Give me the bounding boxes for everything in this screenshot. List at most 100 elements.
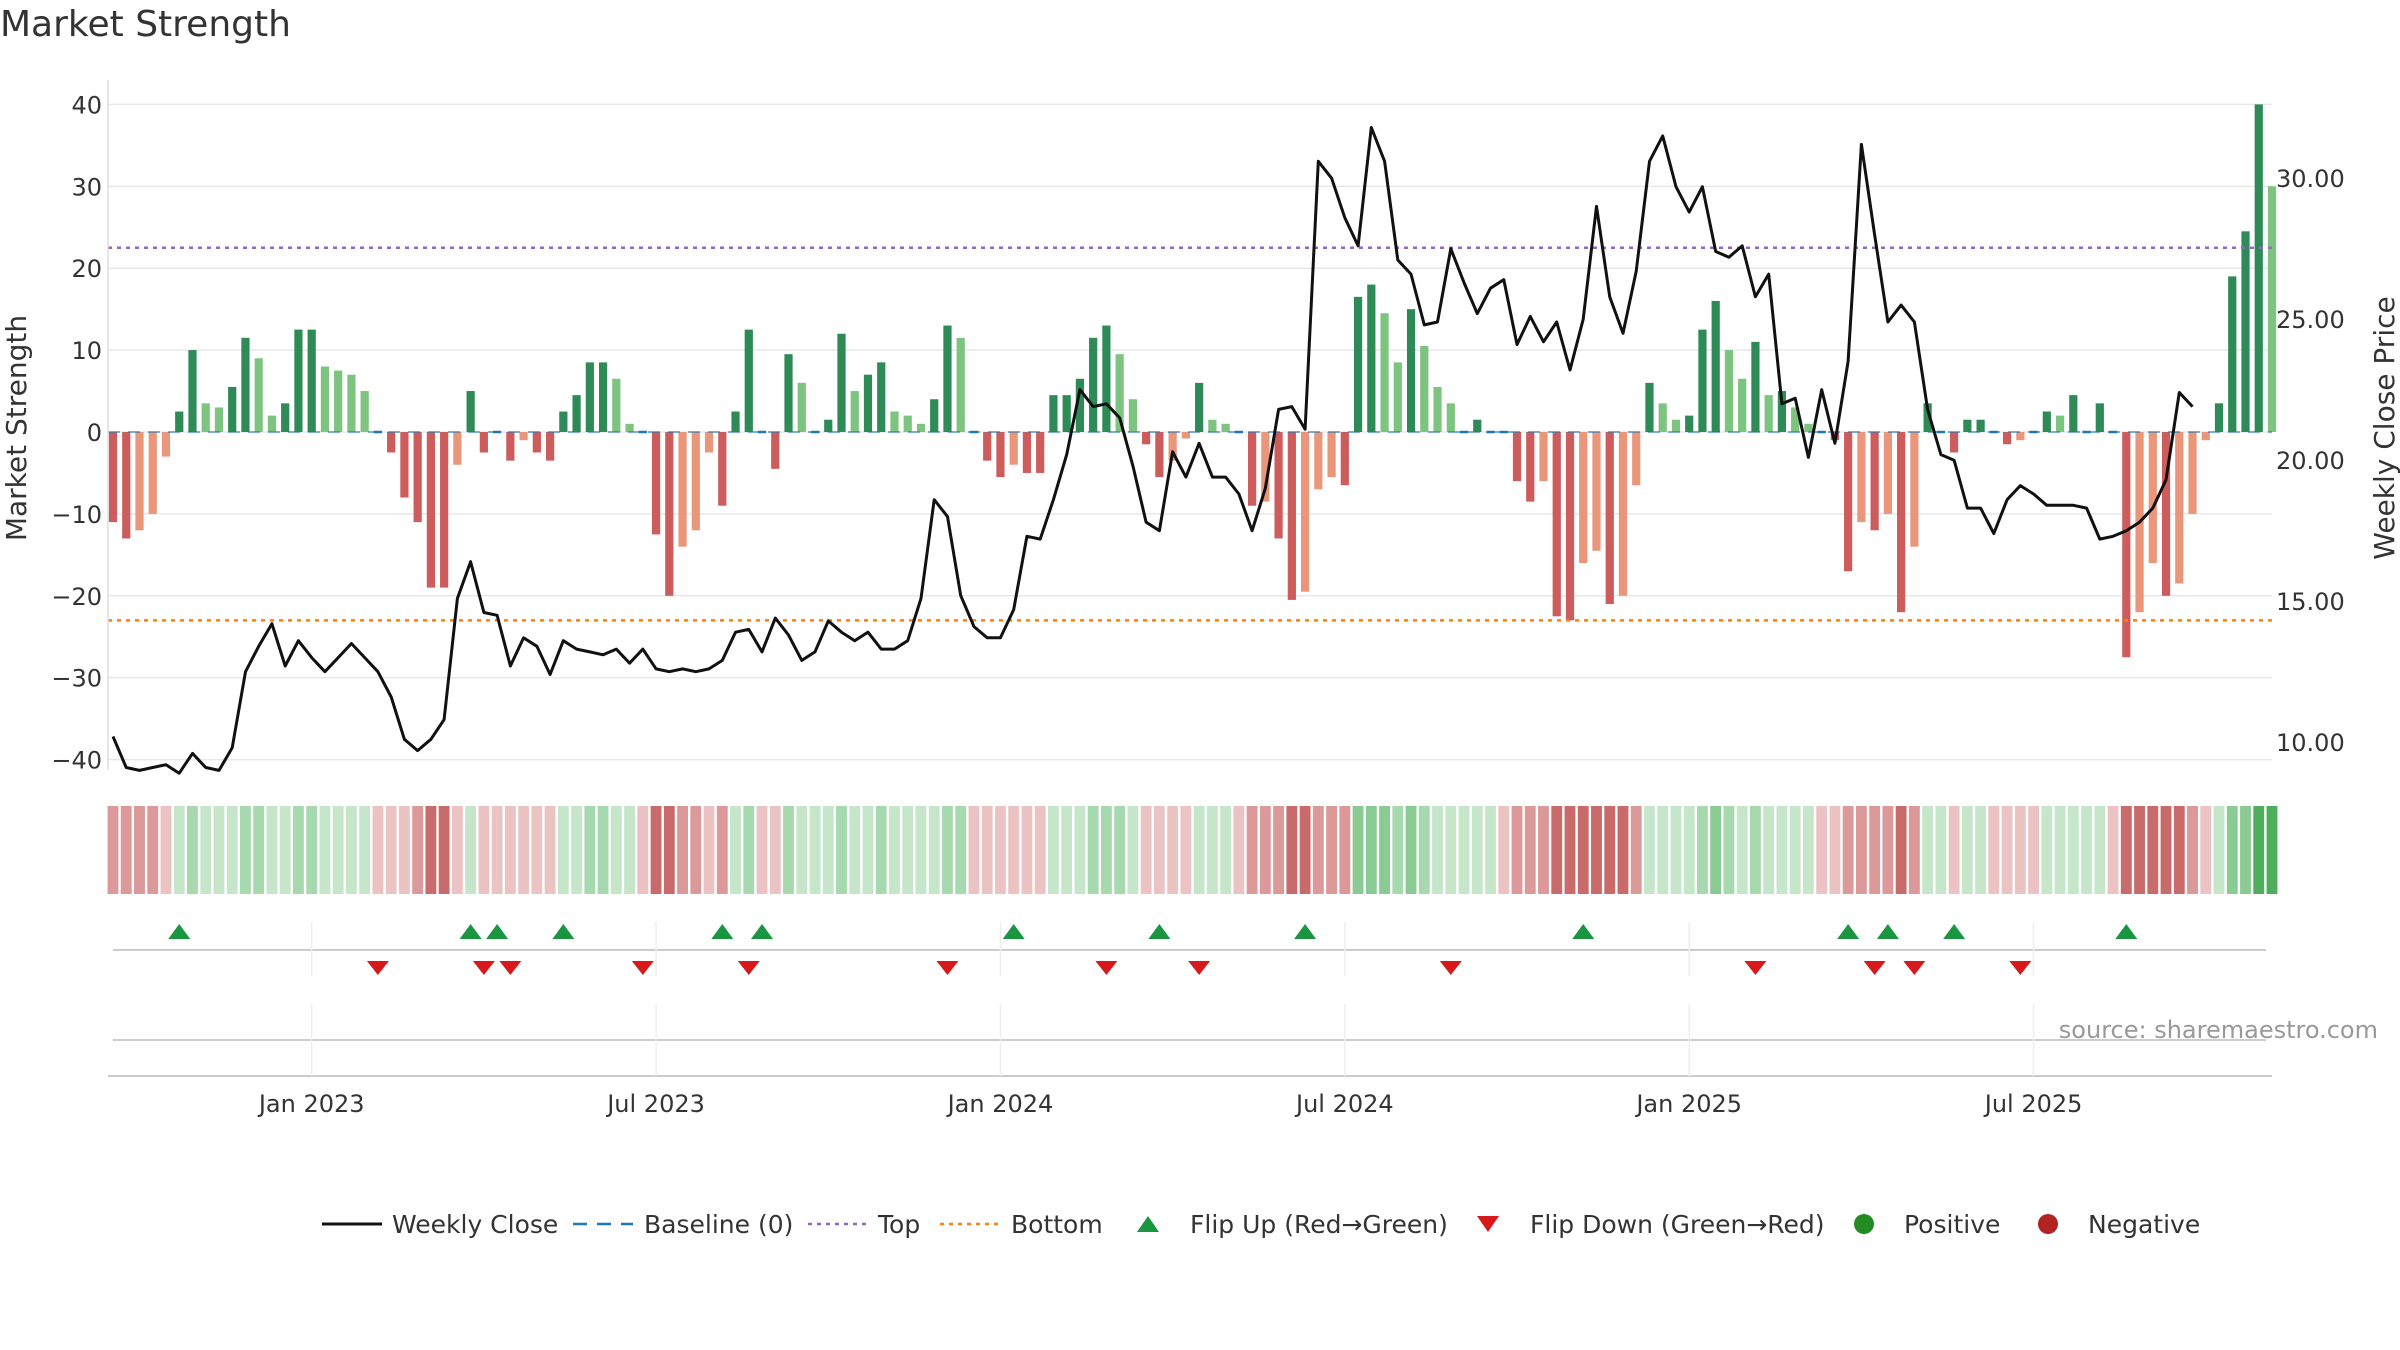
strength-bar xyxy=(320,366,330,432)
strength-bar xyxy=(704,432,714,453)
strength-bar xyxy=(2055,415,2065,432)
strip-cell xyxy=(2001,806,2013,894)
strength-bar xyxy=(625,423,634,432)
strip-cell xyxy=(836,806,847,894)
strip-cell xyxy=(584,806,596,894)
strip-cell xyxy=(2014,806,2026,894)
strength-bar xyxy=(479,432,488,453)
strip-cell xyxy=(1975,806,1987,894)
flip-up-marker xyxy=(711,924,734,939)
strength-bar xyxy=(1592,432,1601,551)
strip-cell xyxy=(1259,806,1271,894)
strip-cell xyxy=(200,806,212,894)
strength-bar xyxy=(996,432,1005,478)
strip-cell xyxy=(1908,806,1920,894)
strip-cell xyxy=(1816,806,1828,894)
strip-cell xyxy=(332,806,344,894)
strip-cell xyxy=(1577,806,1589,894)
strip-cell xyxy=(928,806,940,894)
legend-swatch-negative xyxy=(2038,1214,2058,1234)
strength-bar xyxy=(1910,432,1919,547)
strength-bar xyxy=(1181,432,1190,439)
strength-bar xyxy=(1791,407,1800,432)
strength-bar xyxy=(850,391,859,432)
strip-cell xyxy=(1736,806,1748,894)
strength-bar xyxy=(1618,432,1628,596)
strength-bar xyxy=(1883,432,1892,514)
strength-bar xyxy=(2148,432,2157,564)
y-tick-label-left: 30 xyxy=(71,173,102,201)
strength-bar xyxy=(122,432,131,539)
strength-bar xyxy=(797,382,806,432)
strength-bar xyxy=(1446,403,1455,432)
strength-bar xyxy=(903,415,912,432)
strength-strip xyxy=(107,806,2278,894)
strip-cell xyxy=(1312,806,1324,894)
strength-bar xyxy=(426,432,435,588)
strip-cell xyxy=(372,806,384,894)
strip-cell xyxy=(2081,806,2092,894)
strip-cell xyxy=(1511,806,1523,894)
strength-bar xyxy=(559,411,568,432)
strip-cell xyxy=(1829,806,1841,894)
weekly-close-line xyxy=(111,126,2194,775)
flip-down-marker xyxy=(631,961,654,975)
flip-up-marker xyxy=(459,924,482,939)
strength-bar xyxy=(2016,432,2025,441)
flip-down-marker xyxy=(1863,961,1886,975)
strip-cell xyxy=(1180,806,1192,894)
strip-cell xyxy=(1670,806,1682,894)
strip-cell xyxy=(2067,806,2079,894)
left-axis-title: Market Strength xyxy=(0,315,33,541)
strength-bar xyxy=(1565,432,1575,621)
y-tick-label-left: −10 xyxy=(51,501,102,529)
strength-bar xyxy=(837,333,846,432)
strip-cell xyxy=(438,806,450,894)
strip-cell xyxy=(1418,806,1430,894)
strip-cell xyxy=(2094,806,2106,894)
strength-bar xyxy=(1897,432,1906,613)
strength-bar xyxy=(1089,337,1098,432)
strip-cell xyxy=(1657,806,1669,894)
strength-bar xyxy=(1327,432,1336,478)
strip-cell xyxy=(518,806,530,894)
strip-cell xyxy=(187,806,198,894)
flip-up-marker xyxy=(1148,924,1171,939)
strength-bar xyxy=(1393,362,1402,432)
strength-bar xyxy=(1155,432,1164,478)
strip-cell xyxy=(1246,806,1258,894)
strength-bar xyxy=(1115,354,1124,432)
strength-bar xyxy=(598,362,608,432)
flip-up-marker xyxy=(1572,924,1595,939)
strip-cell xyxy=(2266,806,2278,894)
strip-cell xyxy=(571,806,583,894)
strip-cell xyxy=(796,806,808,894)
strip-cell xyxy=(822,806,834,894)
strength-bar xyxy=(983,432,992,461)
strip-cell xyxy=(1220,806,1232,894)
strip-cell xyxy=(544,806,556,894)
strength-bar xyxy=(572,395,581,432)
strength-bar xyxy=(1102,325,1111,432)
strip-cell xyxy=(1710,806,1722,894)
strength-bar xyxy=(1314,432,1323,490)
legend-label: Bottom xyxy=(1011,1210,1103,1239)
strength-bar xyxy=(1036,432,1045,473)
flip-up-marker xyxy=(1943,924,1966,939)
strip-cell xyxy=(279,806,291,894)
x-tick-label: Jan 2024 xyxy=(946,1090,1054,1118)
strength-bar xyxy=(466,391,475,432)
strength-bar xyxy=(2002,432,2012,445)
strength-bar xyxy=(718,432,727,506)
strip-cell xyxy=(703,806,715,894)
strength-bar xyxy=(1009,432,1018,465)
strip-cell xyxy=(1193,806,1205,894)
legend-label: Top xyxy=(877,1210,920,1239)
strength-bar xyxy=(1512,432,1522,482)
strength-bar xyxy=(956,337,965,432)
strip-cell xyxy=(902,806,914,894)
strength-bar xyxy=(1870,432,1879,531)
legend-label: Negative xyxy=(2088,1210,2200,1239)
strip-cell xyxy=(875,806,887,894)
strength-bar xyxy=(1433,386,1442,432)
